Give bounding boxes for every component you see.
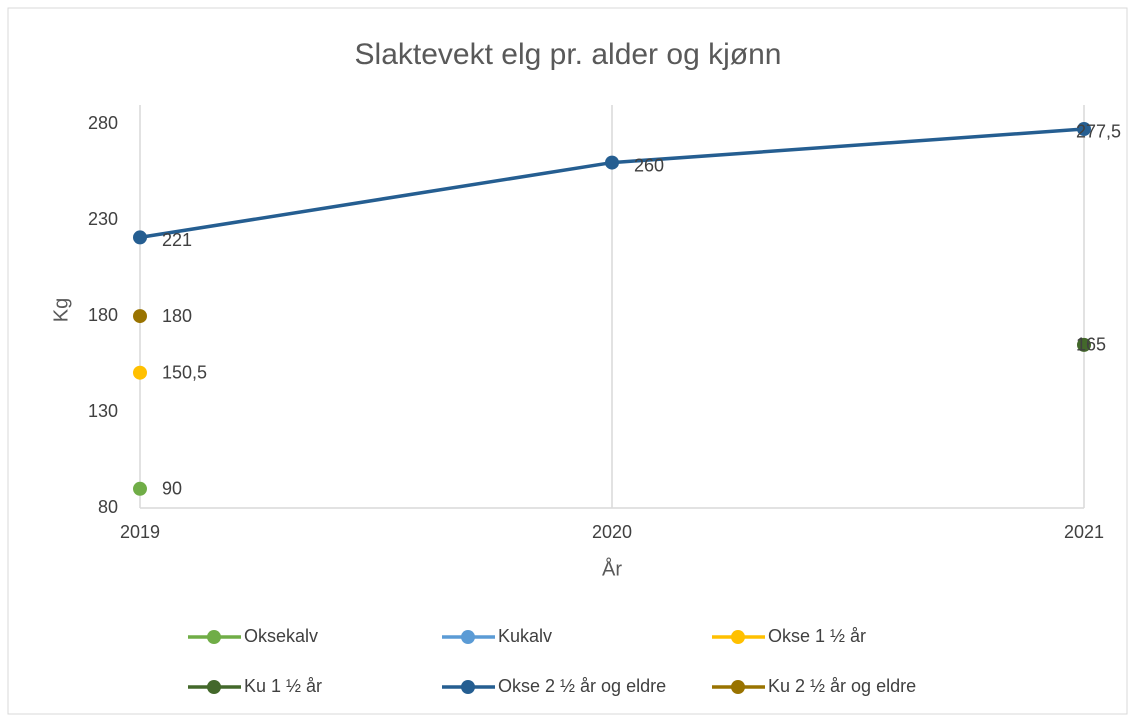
legend-marker <box>207 630 221 644</box>
y-tick-label: 280 <box>88 113 118 133</box>
legend-label: Kukalv <box>498 626 552 646</box>
data-label: 180 <box>162 306 192 326</box>
data-label: 277,5 <box>1076 122 1121 142</box>
chart-border <box>7 7 1128 715</box>
y-tick-label: 180 <box>88 305 118 325</box>
chart-title: Slaktevekt elg pr. alder og kjønn <box>355 38 782 71</box>
legend-label: Ku 1 ½ år <box>244 676 322 696</box>
legend-marker <box>207 680 221 694</box>
y-tick-label: 130 <box>88 401 118 421</box>
legend-marker <box>461 680 475 694</box>
legend-label: Okse 2 ½ år og eldre <box>498 676 666 696</box>
data-label: 90 <box>162 479 182 499</box>
data-label: 150,5 <box>162 362 207 382</box>
y-axis-label: Kg <box>50 298 72 322</box>
legend-marker <box>731 630 745 644</box>
x-tick-label: 2021 <box>1064 522 1104 542</box>
data-label: 260 <box>634 155 664 175</box>
data-point <box>133 365 147 380</box>
legend-label: Okse 1 ½ år <box>768 626 866 646</box>
data-point <box>1077 337 1091 352</box>
legend-marker <box>731 680 745 694</box>
data-point <box>605 155 619 170</box>
data-point <box>133 230 147 245</box>
data-point <box>1077 121 1091 136</box>
x-tick-label: 2019 <box>120 522 160 542</box>
legend-marker <box>461 630 475 644</box>
y-tick-label: 80 <box>98 497 118 517</box>
data-point <box>133 481 147 496</box>
x-tick-label: 2020 <box>592 522 632 542</box>
data-label: 165 <box>1076 335 1106 355</box>
data-point <box>133 309 147 324</box>
legend-label: Oksekalv <box>244 626 318 646</box>
legend-label: Ku 2 ½ år og eldre <box>768 676 916 696</box>
data-label: 221 <box>162 230 192 250</box>
y-tick-label: 230 <box>88 209 118 229</box>
x-axis-label: År <box>602 557 622 580</box>
